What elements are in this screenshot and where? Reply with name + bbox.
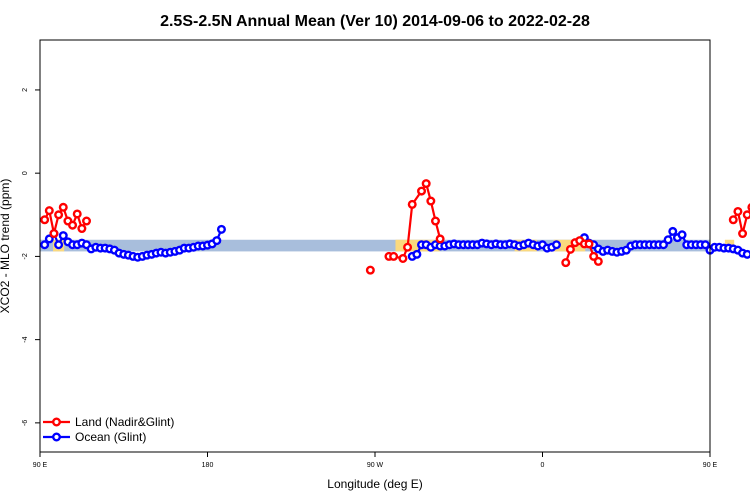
ocean-point <box>551 240 561 250</box>
land-point <box>593 256 603 266</box>
y-axis-label: XCO2 - MLO trend (ppm) <box>0 179 12 314</box>
land-point <box>82 216 92 226</box>
x-axis: 90 E 180 90 W 0 90 E <box>33 452 718 469</box>
land-series-line <box>43 204 88 234</box>
x-tick-label: 90 E <box>703 462 718 469</box>
land-point <box>77 224 87 234</box>
land-point <box>417 186 427 196</box>
x-tick-label: 90 E <box>33 462 48 469</box>
land-point <box>72 209 82 219</box>
land-point <box>58 202 68 212</box>
land-point <box>738 229 748 239</box>
chart-title: 2.5S-2.5N Annual Mean (Ver 10) 2014-09-0… <box>160 13 590 30</box>
legend-ocean-label: Ocean (Glint) <box>75 430 146 444</box>
ocean-point <box>412 249 422 259</box>
land-series-line <box>388 180 442 260</box>
land-point <box>421 179 431 189</box>
ocean-point <box>742 249 750 259</box>
ocean-point <box>40 240 50 250</box>
land-point <box>430 216 440 226</box>
x-tick-label: 90 W <box>367 462 384 469</box>
ocean-point <box>677 230 687 240</box>
legend-ocean-marker <box>52 432 62 442</box>
ocean-point <box>663 235 673 245</box>
y-tick-label: -4 <box>22 336 29 342</box>
x-axis-label: Longitude (deg E) <box>327 477 422 491</box>
legend-land-label: Land (Nadir&Glint) <box>75 415 174 429</box>
ocean-point <box>58 231 68 241</box>
ocean-point <box>44 234 54 244</box>
y-tick-label: -6 <box>22 420 29 426</box>
land-point <box>733 206 743 216</box>
ocean-band <box>40 239 710 252</box>
land-point <box>407 199 417 209</box>
legend: Land (Nadir&Glint)Ocean (Glint) <box>43 415 174 444</box>
land-point <box>403 242 413 252</box>
y-tick-label: -2 <box>22 253 29 259</box>
y-axis: 2 0 -2 -4 -6 <box>22 88 40 426</box>
land-point <box>584 239 594 249</box>
land-point <box>365 265 375 275</box>
land-point <box>742 210 750 220</box>
land-point <box>40 215 50 225</box>
y-tick-label: 2 <box>22 88 29 92</box>
y-tick-label: 0 <box>22 171 29 175</box>
land-point <box>54 210 64 220</box>
plot-area <box>40 179 750 275</box>
ocean-point <box>216 224 226 234</box>
land-point <box>561 258 571 268</box>
land-point <box>49 229 59 239</box>
ocean-point <box>668 226 678 236</box>
x-tick-label: 0 <box>541 462 545 469</box>
land-point <box>68 220 78 230</box>
ocean-point <box>54 240 64 250</box>
land-point <box>389 251 399 261</box>
land-point <box>565 244 575 254</box>
ocean-point <box>700 240 710 250</box>
land-point <box>44 206 54 216</box>
land-point <box>728 215 738 225</box>
x-tick-label: 180 <box>202 462 214 469</box>
land-point <box>435 234 445 244</box>
land-point <box>398 253 408 263</box>
legend-land-marker <box>52 417 62 427</box>
land-point <box>426 196 436 206</box>
ocean-point <box>212 236 222 246</box>
land-series-line <box>732 208 750 234</box>
